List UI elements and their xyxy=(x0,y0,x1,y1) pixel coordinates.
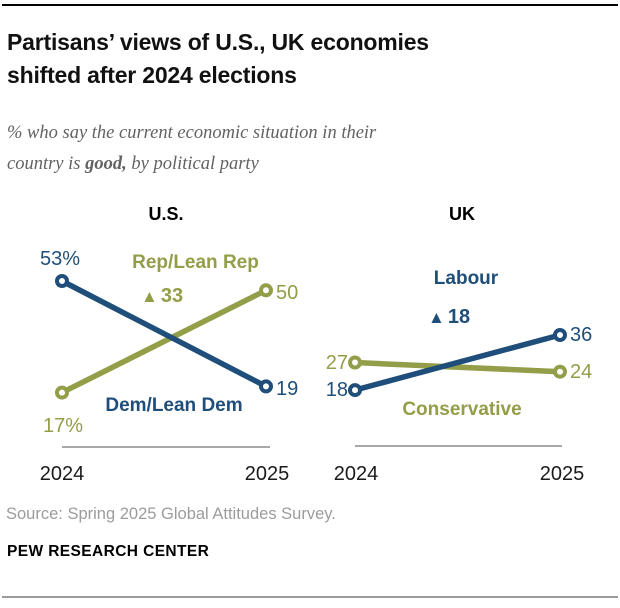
uk-xtick-2024: 2024 xyxy=(333,463,379,485)
pew-research-center-wordmark: PEW RESEARCH CENTER xyxy=(7,543,210,560)
subtitle-line-2: country is good, by political party xyxy=(7,149,607,180)
source-note: Source: Spring 2025 Global Attitudes Sur… xyxy=(6,505,336,523)
uk-labour-change-value: 18 xyxy=(447,306,471,328)
subtitle-line-2-suffix: by political party xyxy=(126,154,259,174)
increase-triangle-icon: ▲ xyxy=(141,287,158,306)
title-line-1: Partisans’ views of U.S., UK economies xyxy=(7,29,429,55)
us-rep-change-label: ▲ 33 xyxy=(141,286,183,307)
uk-labour-change-label: ▲ 18 xyxy=(428,307,470,328)
subtitle-line-2-prefix: country is xyxy=(7,154,86,174)
us-rep-change-value: 33 xyxy=(160,285,184,307)
chart-subtitle: % who say the current economic situation… xyxy=(7,118,607,180)
uk-xtick-2025: 2025 xyxy=(539,463,585,485)
us-rep-2024-value: 17% xyxy=(42,415,84,437)
subtitle-line-1: % who say the current economic situation… xyxy=(7,123,377,143)
us-rep-2025-value: 50 xyxy=(276,282,299,304)
us-dem-2025-value: 19 xyxy=(276,378,299,400)
uk-conservative-2024-value: 27 xyxy=(325,352,348,374)
uk-labour-2025-value: 36 xyxy=(570,324,593,346)
us-x-axis-line xyxy=(62,446,270,448)
top-divider xyxy=(2,4,618,6)
panel-title-us: U.S. xyxy=(148,204,184,224)
panel-title-uk: UK xyxy=(449,204,475,224)
page-title: Partisans’ views of U.S., UK economies s… xyxy=(7,26,607,92)
uk-x-axis-line xyxy=(355,445,562,447)
uk-conservative-2025-value: 24 xyxy=(570,361,593,383)
us-dem-2024-value: 53% xyxy=(39,248,81,270)
subtitle-line-2-bold: good, xyxy=(85,154,127,174)
us-xtick-2025: 2025 xyxy=(244,463,290,485)
increase-triangle-icon: ▲ xyxy=(428,308,445,327)
uk-labour-2024-value: 18 xyxy=(325,379,348,401)
us-rep-series-label: Rep/Lean Rep xyxy=(132,252,259,273)
uk-labour-series-label: Labour xyxy=(433,268,499,289)
uk-conservative-series-label: Conservative xyxy=(402,399,522,420)
us-dem-series-label: Dem/Lean Dem xyxy=(105,395,243,416)
bottom-divider xyxy=(2,596,618,598)
title-line-2: shifted after 2024 elections xyxy=(7,62,297,88)
us-xtick-2024: 2024 xyxy=(39,463,85,485)
